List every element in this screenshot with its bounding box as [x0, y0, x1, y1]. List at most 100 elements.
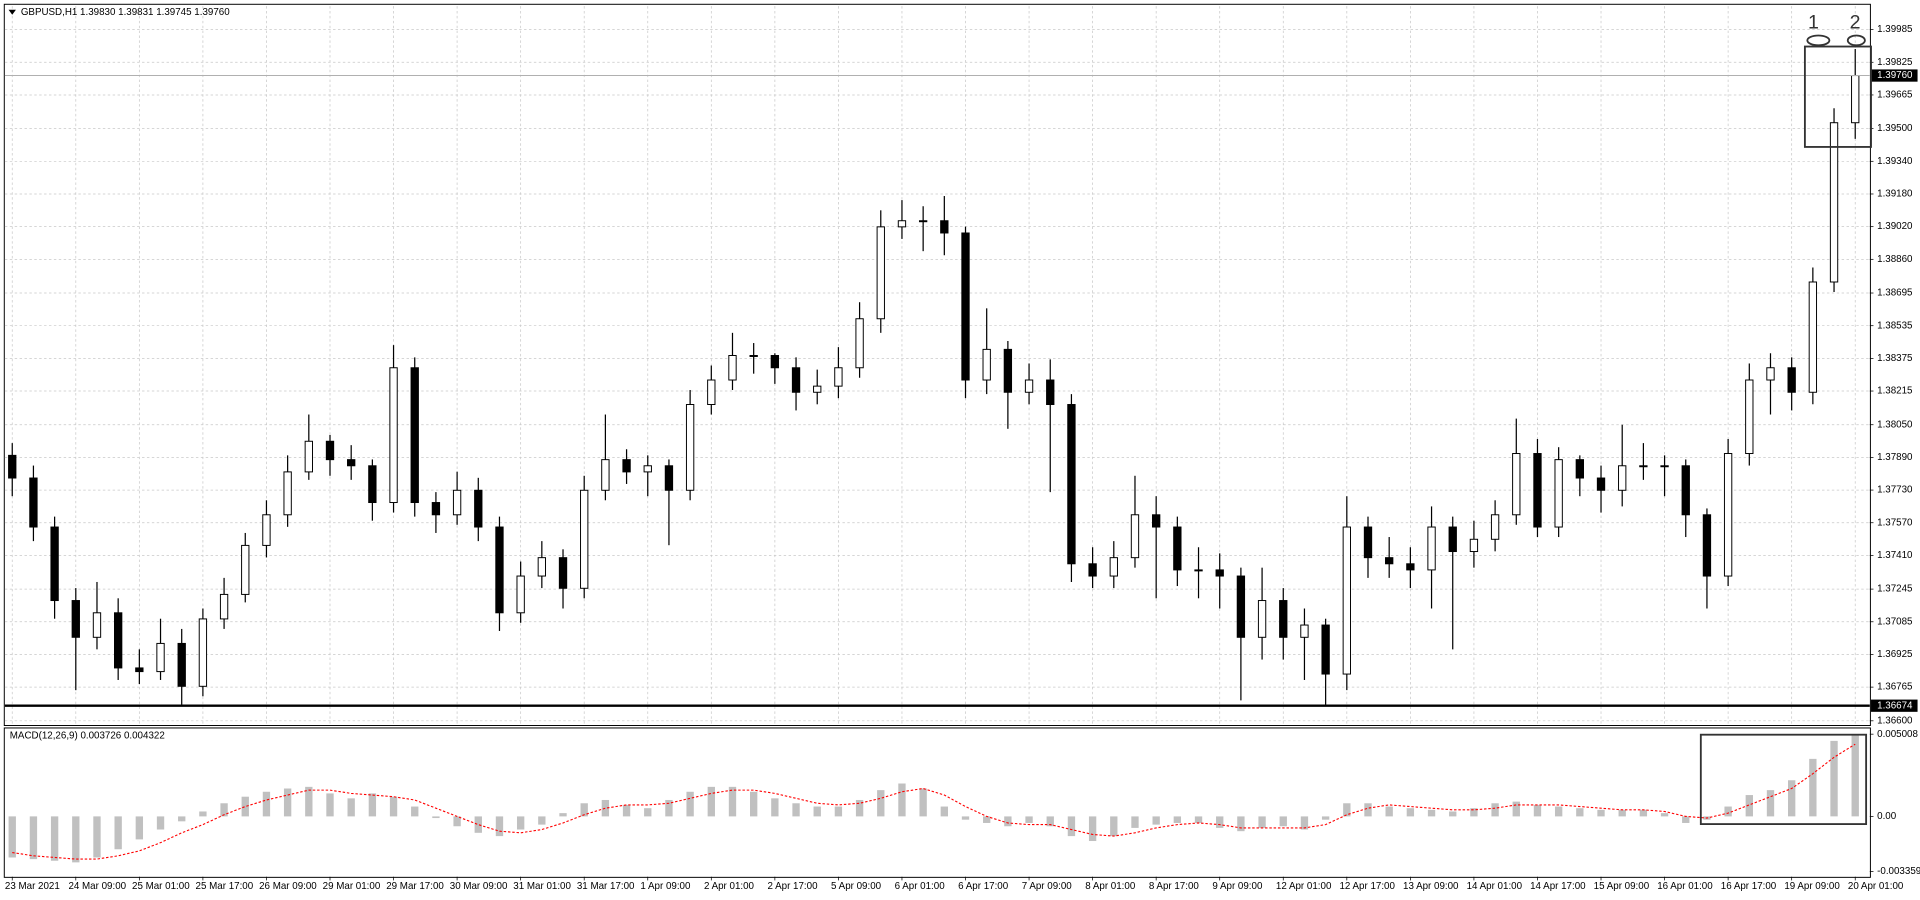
candle-body: [897, 220, 907, 228]
candle-body: [1173, 526, 1182, 571]
candle-body: [1046, 379, 1055, 406]
candle-body: [177, 642, 186, 687]
candle-body: [389, 367, 398, 504]
y-tick-label: 1.39665: [1877, 90, 1913, 101]
candle-body: [495, 526, 504, 614]
x-tick-label: 1 Apr 09:00: [640, 881, 691, 892]
candle-body: [1808, 281, 1818, 393]
x-tick-label: 19 Apr 09:00: [1784, 881, 1840, 892]
candle-body: [1512, 453, 1521, 516]
y-tick-label: 1.36925: [1877, 649, 1913, 660]
candle-body: [1385, 557, 1394, 565]
candle-body: [601, 459, 610, 491]
price-panel: [3, 3, 1871, 726]
x-tick-label: 16 Apr 01:00: [1657, 881, 1713, 892]
y-tick-label: 1.37085: [1877, 616, 1913, 627]
plot-layer: 23 Mar 2021 24 Mar 09:00 25 Mar 01:00 25 Ma…: [4, 6, 1920, 892]
x-tick-label: 9 Apr 09:00: [1212, 881, 1263, 892]
x-tick-label: 30 Mar 09:00: [450, 881, 508, 892]
candle-body: [71, 600, 80, 638]
y-tick-label: 1.39985: [1877, 24, 1913, 35]
y-tick-label: 1.36600: [1877, 715, 1913, 726]
candle-body: [198, 618, 208, 687]
x-tick-label: 14 Apr 01:00: [1467, 881, 1523, 892]
x-tick-label: 24 Mar 09:00: [68, 881, 126, 892]
y-tick-label: 1.39825: [1877, 57, 1913, 68]
y-tick-label: 1.38860: [1877, 254, 1913, 265]
candle-body: [1194, 569, 1203, 572]
x-tick-label: 14 Apr 17:00: [1530, 881, 1586, 892]
candle-body: [516, 575, 525, 614]
candle-body: [1723, 453, 1733, 577]
x-tick-label: 20 Apr 01:00: [1848, 881, 1904, 892]
y-tick-label: 1.39340: [1877, 156, 1913, 167]
candle-body: [114, 612, 123, 669]
candle-body: [622, 459, 631, 473]
candle-body: [1067, 404, 1076, 565]
candle-body: [1448, 526, 1457, 553]
candle-body: [876, 226, 885, 320]
annotation-box: [1803, 45, 1872, 148]
candle-body: [1490, 514, 1500, 540]
candle-body: [1215, 569, 1224, 577]
x-tick-label: 6 Apr 01:00: [895, 881, 946, 892]
x-tick-label: 5 Apr 09:00: [831, 881, 882, 892]
x-tick-label: 15 Apr 09:00: [1594, 881, 1650, 892]
candle-body: [855, 318, 864, 369]
x-tick-label: 25 Mar 01:00: [132, 881, 190, 892]
candle-body: [1851, 75, 1860, 124]
candle-body: [1787, 367, 1796, 393]
candle-body: [1300, 624, 1309, 638]
candle-body: [368, 465, 377, 504]
candle-body: [1003, 348, 1013, 393]
x-tick-label: 12 Apr 17:00: [1339, 881, 1395, 892]
x-tick-label: 23 Mar 2021: [5, 881, 60, 892]
candle-body: [1321, 624, 1330, 675]
candle-body: [1130, 514, 1140, 559]
signal-line: [12, 743, 1856, 860]
candle-body: [1406, 563, 1415, 571]
candle-body: [1088, 563, 1097, 577]
candle-body: [537, 557, 546, 577]
candle-body: [643, 465, 652, 473]
y-tick-label: 1.39180: [1877, 189, 1913, 200]
annotation-label: 2: [1850, 11, 1861, 33]
y-tick-label: 1.38375: [1877, 353, 1913, 364]
x-tick-label: 7 Apr 09:00: [1022, 881, 1073, 892]
candle-body: [940, 220, 949, 234]
candle-body: [834, 367, 843, 387]
candle-body: [685, 404, 695, 491]
collapse-icon[interactable]: [8, 9, 16, 15]
candle-body: [474, 489, 483, 528]
candle-body: [1766, 367, 1775, 381]
y-tick-label: 1.36765: [1877, 682, 1913, 693]
candle-body: [558, 557, 568, 589]
annotation-box: [1699, 733, 1868, 825]
candle-body: [262, 514, 271, 546]
y-tick-label: 1.37730: [1877, 485, 1913, 496]
candle-body: [1554, 459, 1563, 528]
x-tick-label: 25 Mar 17:00: [196, 881, 254, 892]
y-tick-label: 0.00: [1877, 811, 1897, 822]
price-label-box: [1871, 699, 1918, 712]
candle-body: [410, 367, 419, 504]
y-tick-label: 1.38695: [1877, 288, 1913, 299]
y-tick-label: 1.38050: [1877, 419, 1913, 430]
candle-body: [1342, 526, 1351, 675]
y-tick-label: 1.38535: [1877, 320, 1913, 331]
y-tick-label: 1.39020: [1877, 221, 1913, 232]
x-tick-label: 31 Mar 17:00: [577, 881, 635, 892]
annotation-ellipse: [1846, 34, 1866, 47]
candle-body: [770, 355, 780, 369]
candle-body: [1152, 514, 1161, 528]
x-tick-label: 16 Apr 17:00: [1721, 881, 1777, 892]
y-tick-label: 1.37410: [1877, 550, 1913, 561]
candle-body: [1596, 477, 1606, 491]
candle-body: [1618, 465, 1627, 491]
candle-body: [749, 355, 758, 357]
candle-body: [8, 454, 17, 479]
price-label: 1.39760: [1877, 70, 1913, 81]
candle-body: [135, 667, 144, 673]
